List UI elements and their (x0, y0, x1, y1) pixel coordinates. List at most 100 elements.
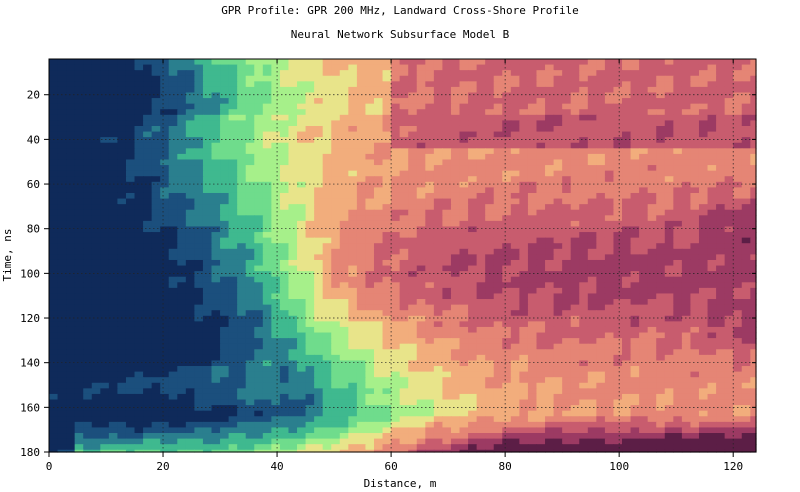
heatmap-cell (468, 360, 478, 367)
heatmap-cell (510, 293, 520, 300)
heatmap-cell (125, 215, 136, 222)
heatmap-cell (57, 86, 67, 94)
heatmap-cell (416, 92, 426, 99)
heatmap-cell (587, 293, 597, 300)
heatmap-cell (373, 271, 384, 278)
heatmap-cell (279, 265, 290, 272)
heatmap-cell (391, 377, 401, 384)
heatmap-cell (134, 170, 144, 177)
heatmap-cell (91, 170, 101, 177)
heatmap-cell (74, 137, 84, 144)
heatmap-cell (656, 299, 666, 306)
heatmap-cell (134, 59, 144, 66)
heatmap-cell (66, 114, 76, 121)
heatmap-cell (57, 142, 67, 149)
heatmap-cell (630, 98, 640, 105)
heatmap-cell (724, 187, 734, 194)
heatmap-cell (177, 360, 187, 367)
heatmap-cell (545, 360, 555, 367)
heatmap-cell (468, 98, 478, 105)
heatmap-cell (220, 343, 230, 350)
heatmap-cell (254, 315, 264, 322)
heatmap-cell (66, 265, 76, 272)
heatmap-cell (545, 299, 555, 306)
heatmap-cell (604, 114, 615, 121)
heatmap-cell (160, 64, 170, 71)
heatmap-cell (143, 321, 153, 328)
heatmap-cell (587, 271, 597, 278)
heatmap-cell (211, 360, 221, 367)
heatmap-cell (741, 304, 751, 311)
heatmap-cell (322, 366, 332, 373)
heatmap-cell (83, 315, 93, 322)
heatmap-cell (202, 332, 213, 339)
heatmap-cell (493, 131, 503, 138)
heatmap-cell (442, 382, 452, 389)
heatmap-cell (750, 120, 757, 127)
heatmap-cell (716, 204, 726, 211)
heatmap-cell (502, 153, 512, 161)
heatmap-cell (604, 220, 615, 228)
heatmap-cell (664, 366, 674, 373)
heatmap-cell (220, 215, 230, 222)
heatmap-cell (331, 271, 341, 278)
heatmap-cell (519, 343, 529, 350)
heatmap-cell (125, 371, 136, 378)
heatmap-cell (202, 153, 213, 161)
heatmap-cell (656, 304, 666, 311)
heatmap-cell (348, 220, 358, 228)
heatmap-cell (630, 276, 640, 283)
heatmap-cell (57, 204, 67, 211)
heatmap-cell (450, 366, 461, 373)
heatmap-cell (117, 114, 127, 121)
heatmap-cell (297, 232, 307, 239)
heatmap-cell (151, 192, 161, 200)
heatmap-cell (49, 142, 59, 149)
heatmap-cell (279, 204, 290, 211)
heatmap-cell (66, 125, 76, 133)
heatmap-cell (373, 142, 384, 149)
heatmap-cell (66, 137, 76, 144)
heatmap-cell (664, 153, 674, 161)
heatmap-cell (305, 377, 315, 384)
heatmap-cell (160, 148, 170, 155)
heatmap-cell (502, 293, 512, 300)
heatmap-cell (502, 332, 512, 339)
heatmap-cell (66, 64, 76, 71)
heatmap-cell (245, 86, 255, 94)
heatmap-cell (510, 198, 520, 205)
heatmap-cell (262, 304, 272, 311)
heatmap-cell (57, 287, 67, 295)
heatmap-cell (228, 259, 238, 267)
heatmap-cell (297, 304, 307, 311)
heatmap-cell (339, 287, 349, 295)
heatmap-cell (579, 137, 589, 144)
heatmap-cell (433, 237, 444, 244)
heatmap-cell (664, 98, 674, 105)
heatmap-cell (57, 120, 67, 127)
heatmap-cell (331, 326, 341, 334)
heatmap-cell (707, 70, 717, 77)
heatmap-cell (750, 170, 757, 177)
heatmap-cell (630, 142, 640, 149)
heatmap-cell (639, 59, 649, 66)
heatmap-cell (143, 332, 153, 339)
heatmap-cell (724, 120, 734, 127)
heatmap-cell (202, 109, 213, 116)
heatmap-cell (177, 271, 187, 278)
heatmap-cell (596, 332, 606, 339)
heatmap-cell (331, 204, 341, 211)
heatmap-cell (425, 265, 435, 272)
heatmap-cell (288, 153, 298, 161)
heatmap-cell (468, 382, 478, 389)
heatmap-cell (459, 125, 469, 133)
heatmap-cell (331, 142, 341, 149)
heatmap-cell (510, 59, 520, 66)
heatmap-cell (630, 360, 640, 367)
heatmap-cell (74, 360, 84, 367)
heatmap-cell (425, 271, 435, 278)
heatmap-cell (125, 282, 136, 289)
heatmap-cell (66, 271, 76, 278)
heatmap-cell (681, 321, 692, 328)
heatmap-cell (733, 254, 743, 261)
